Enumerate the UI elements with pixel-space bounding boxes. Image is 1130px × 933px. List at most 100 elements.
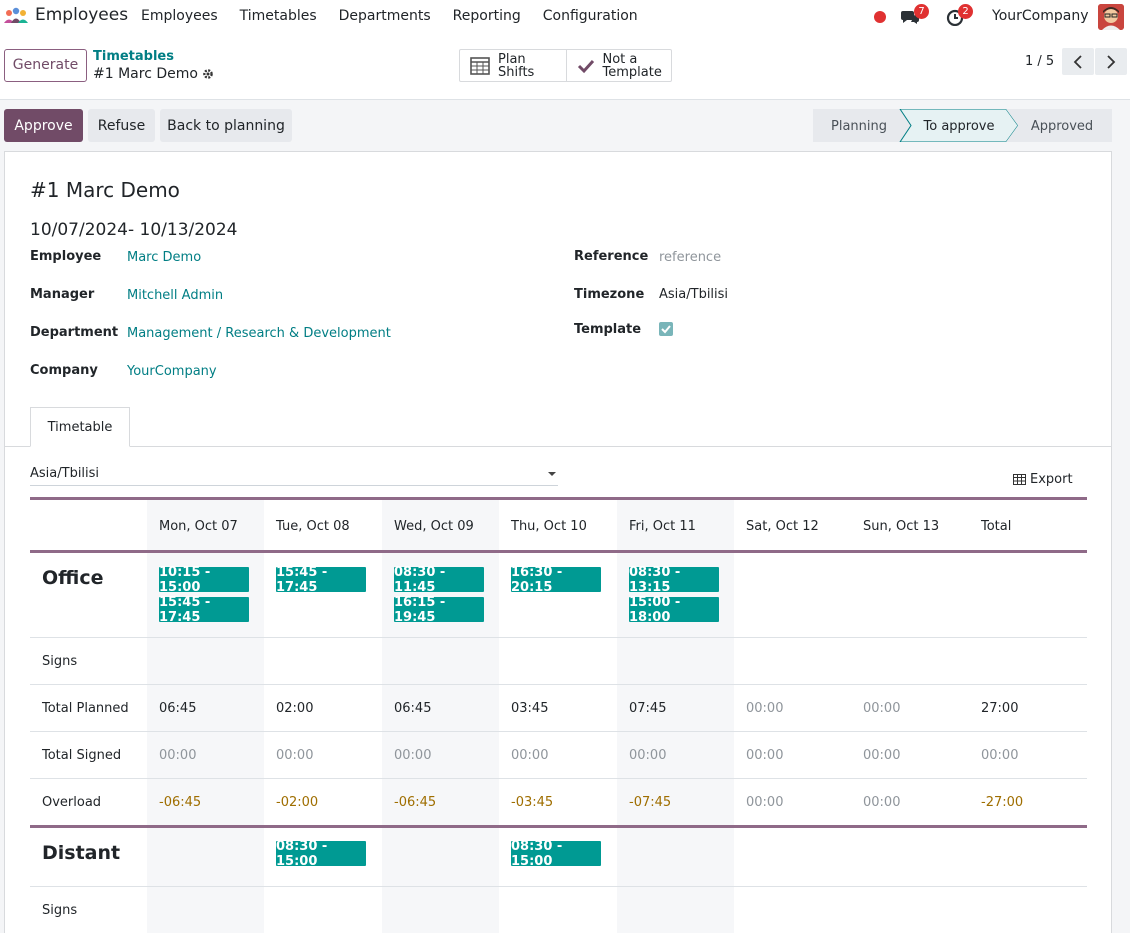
back-to-planning-button[interactable]: Back to planning — [160, 109, 292, 142]
total-planned-cell: 27:00 — [981, 701, 1019, 716]
stage-planning[interactable]: Planning — [831, 119, 887, 134]
main-menu: Employees Timetables Departments Reporti… — [141, 8, 660, 24]
total-signed-cell: 00:00 — [629, 748, 667, 763]
menu-timetables[interactable]: Timetables — [239, 8, 317, 24]
column-header: Mon, Oct 07 — [159, 519, 238, 534]
not-template-line2: Template — [602, 64, 662, 80]
user-avatar[interactable] — [1098, 4, 1124, 30]
menu-departments[interactable]: Departments — [338, 8, 431, 24]
shift-chip[interactable]: 16:15 - 19:45 — [394, 595, 484, 625]
recording-indicator-icon[interactable] — [874, 11, 886, 23]
refuse-button[interactable]: Refuse — [88, 109, 155, 142]
export-button[interactable]: Export — [1013, 472, 1073, 487]
calendar-grid-icon — [470, 56, 490, 75]
overload-cell: -03:45 — [511, 795, 554, 810]
row-label-total-planned: Total Planned — [42, 701, 129, 716]
shift-chip[interactable]: 08:30 - 13:15 — [629, 565, 719, 595]
gear-icon[interactable] — [202, 68, 214, 80]
menu-employees[interactable]: Employees — [141, 8, 218, 24]
employee-field[interactable]: Marc Demo — [127, 250, 202, 265]
record-title: #1 Marc Demo — [30, 178, 180, 202]
plan-shifts-button[interactable]: Plan Shifts — [460, 50, 566, 81]
activity-count-badge: 2 — [958, 4, 973, 19]
group-name: Distant — [42, 842, 121, 864]
notebook-divider — [5, 446, 1111, 447]
menu-reporting[interactable]: Reporting — [452, 8, 521, 24]
menu-configuration[interactable]: Configuration — [542, 8, 638, 24]
total-planned-cell: 00:00 — [863, 701, 901, 716]
column-header: Wed, Oct 09 — [394, 519, 474, 534]
group-separator — [30, 825, 1087, 828]
shift-chip[interactable]: 08:30 - 15:00 — [276, 839, 366, 869]
manager-field[interactable]: Mitchell Admin — [127, 288, 224, 303]
total-signed-cell: 00:00 — [276, 748, 314, 763]
overload-cell: -06:45 — [394, 795, 437, 810]
stage-statusbar: Planning To approve Approved — [813, 109, 1112, 142]
date-range: 10/07/2024- 10/13/2024 — [30, 220, 238, 240]
company-field[interactable]: YourCompany — [127, 364, 217, 379]
total-signed-cell: 00:00 — [981, 748, 1019, 763]
table-icon — [1013, 474, 1026, 485]
overload-cell: 00:00 — [863, 795, 901, 810]
timezone-field[interactable]: Asia/Tbilisi — [659, 287, 729, 302]
tab-timetable[interactable]: Timetable — [30, 407, 130, 447]
timetable-timezone-select[interactable]: Asia/Tbilisi — [30, 463, 558, 486]
pager-previous-button[interactable] — [1062, 48, 1094, 75]
overload-cell: -27:00 — [981, 795, 1024, 810]
total-signed-cell: 00:00 — [746, 748, 784, 763]
total-planned-cell: 02:00 — [276, 701, 314, 716]
row-label-signs: Signs — [42, 654, 78, 669]
template-checkbox[interactable] — [659, 322, 673, 336]
total-planned-cell: 03:45 — [511, 701, 549, 716]
reference-field[interactable]: reference — [659, 250, 722, 265]
chevron-right-icon — [1107, 54, 1116, 69]
column-header: Fri, Oct 11 — [629, 519, 696, 534]
app-name[interactable]: Employees — [35, 5, 129, 25]
checkmark-icon — [661, 325, 671, 334]
column-header: Sun, Oct 13 — [863, 519, 940, 534]
shift-chip[interactable]: 15:45 - 17:45 — [159, 595, 249, 625]
pager-next-button[interactable] — [1095, 48, 1127, 75]
chat-count-badge: 7 — [914, 4, 929, 19]
shift-chip[interactable]: 16:30 - 20:15 — [511, 565, 601, 595]
column-header: Tue, Oct 08 — [276, 519, 350, 534]
plan-shifts-line2: Shifts — [498, 64, 535, 80]
department-field[interactable]: Management / Research & Development — [127, 326, 391, 341]
pager-value[interactable]: 1 / 5 — [1025, 54, 1055, 69]
reference-label: Reference — [574, 249, 649, 264]
breadcrumb-current: #1 Marc Demo — [93, 66, 214, 82]
row-divider — [30, 886, 1087, 887]
shift-chip[interactable]: 08:30 - 11:45 — [394, 565, 484, 595]
company-switcher[interactable]: YourCompany — [992, 8, 1089, 24]
breadcrumb-timetables[interactable]: Timetables — [93, 49, 174, 64]
control-panel-separator — [0, 99, 1130, 100]
total-planned-cell: 06:45 — [394, 701, 432, 716]
stage-approved[interactable]: Approved — [1031, 119, 1093, 134]
top-navbar: Employees Employees Timetables Departmen… — [0, 0, 1130, 33]
stage-to-approve[interactable]: To approve — [923, 119, 995, 134]
total-signed-cell: 00:00 — [863, 748, 901, 763]
group-name: Office — [42, 567, 104, 589]
plan-shifts-line1: Plan — [498, 51, 526, 67]
shift-chip[interactable]: 10:15 - 15:00 — [159, 565, 249, 595]
employees-app-icon[interactable] — [3, 7, 29, 25]
template-label: Template — [574, 322, 642, 337]
table-top-border — [30, 497, 1087, 500]
timetable-grid: Mon, Oct 07 Tue, Oct 08 Wed, Oct 09 Thu, Oc… — [30, 497, 1087, 933]
shift-chip[interactable]: 15:45 - 17:45 — [276, 565, 366, 595]
not-a-template-button[interactable]: Not a Template — [565, 50, 672, 81]
overload-cell: -07:45 — [629, 795, 672, 810]
column-header: Sat, Oct 12 — [746, 519, 819, 534]
timetable-timezone-value: Asia/Tbilisi — [30, 466, 100, 481]
generate-button[interactable]: Generate — [4, 49, 87, 82]
overload-cell: -06:45 — [159, 795, 202, 810]
not-template-line1: Not a — [602, 51, 638, 67]
total-planned-cell: 07:45 — [629, 701, 667, 716]
shift-chip[interactable]: 15:00 - 18:00 — [629, 595, 719, 625]
check-icon — [577, 59, 594, 73]
approve-button[interactable]: Approve — [4, 109, 83, 142]
total-signed-cell: 00:00 — [159, 748, 197, 763]
column-header: Thu, Oct 10 — [511, 519, 587, 534]
smart-buttons: Plan Shifts Not a Template — [459, 49, 672, 82]
shift-chip[interactable]: 08:30 - 15:00 — [511, 839, 601, 869]
